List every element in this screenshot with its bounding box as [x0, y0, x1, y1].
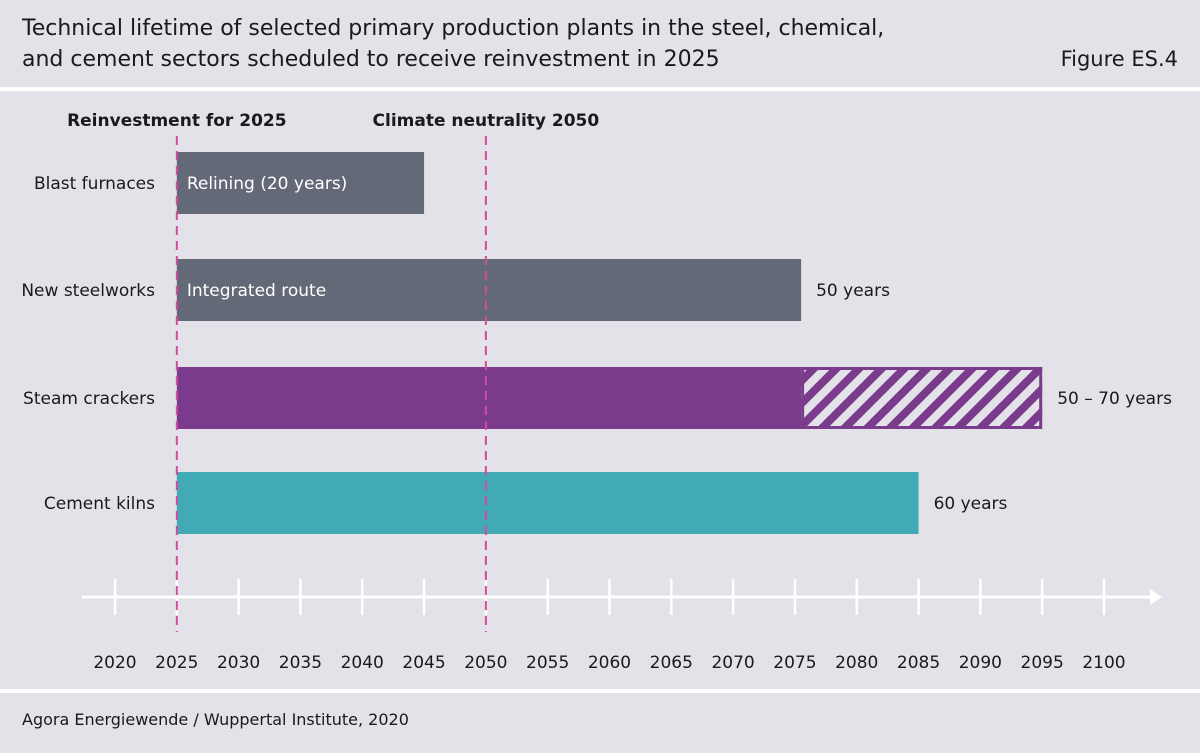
- markers-layer: Reinvestment for 2025 Climate neutrality …: [67, 111, 599, 632]
- x-tick-label-2100: 2100: [1082, 653, 1125, 673]
- bar-cement-kilns: [176, 472, 919, 534]
- marker-label-2025: Reinvestment for 2025: [67, 111, 287, 131]
- x-tick-label-2025: 2025: [155, 653, 198, 673]
- x-tick-label-2070: 2070: [711, 653, 754, 673]
- bar-end-label-cement-kilns: 60 years: [934, 494, 1008, 514]
- x-tick-label-2085: 2085: [897, 653, 940, 673]
- source-note: Agora Energiewende / Wuppertal Institute…: [22, 710, 409, 729]
- bar-blast-furnaces: [176, 152, 425, 214]
- category-label-steam-crackers: Steam crackers: [23, 389, 155, 409]
- x-tick-label-2035: 2035: [279, 653, 322, 673]
- x-tick-label-2090: 2090: [959, 653, 1002, 673]
- chart-title-line-1: Technical lifetime of selected primary p…: [22, 16, 885, 41]
- chart-title-line-2: and cement sectors scheduled to receive …: [22, 47, 720, 72]
- x-tick-label-2055: 2055: [526, 653, 569, 673]
- figure-label: Figure ES.4: [1060, 47, 1178, 71]
- x-tick-label-2080: 2080: [835, 653, 878, 673]
- bar-end-label-new-steelworks: 50 years: [816, 281, 890, 301]
- bar-range-outline-steam-crackers: [801, 367, 1043, 429]
- bottom-divider: [0, 689, 1200, 693]
- timeline-chart: Blast furnaces Relining (20 years) New ste…: [21, 111, 1172, 673]
- x-axis: 2020 2025 2030 2035 2040 2045 2050 2055 2060 2065…: [82, 579, 1162, 673]
- x-tick-label-2060: 2060: [588, 653, 631, 673]
- bar-inner-label-blast-furnaces: Relining (20 years): [187, 174, 348, 194]
- bar-steam-crackers: [176, 367, 802, 429]
- x-tick-label-2075: 2075: [773, 653, 816, 673]
- x-tick-label-2065: 2065: [650, 653, 693, 673]
- x-tick-label-2095: 2095: [1021, 653, 1064, 673]
- x-axis-arrow-icon: [1150, 589, 1162, 605]
- x-tick-label-2030: 2030: [217, 653, 260, 673]
- x-tick-label-2050: 2050: [464, 653, 507, 673]
- x-tick-label-2020: 2020: [93, 653, 136, 673]
- category-label-cement-kilns: Cement kilns: [44, 494, 155, 514]
- category-label-new-steelworks: New steelworks: [21, 281, 155, 301]
- bars-layer: Blast furnaces Relining (20 years) New ste…: [21, 152, 1172, 534]
- x-tick-label-2040: 2040: [341, 653, 384, 673]
- bar-range-hatched-steam-crackers: [801, 367, 1043, 429]
- top-divider: [0, 87, 1200, 91]
- chart-title: Technical lifetime of selected primary p…: [22, 13, 922, 75]
- category-label-blast-furnaces: Blast furnaces: [34, 174, 155, 194]
- bar-inner-label-new-steelworks: Integrated route: [187, 281, 326, 301]
- bar-new-steelworks: [176, 259, 802, 321]
- x-tick-label-2045: 2045: [402, 653, 445, 673]
- marker-label-2050: Climate neutrality 2050: [373, 111, 600, 131]
- bar-end-label-steam-crackers: 50 – 70 years: [1057, 389, 1172, 409]
